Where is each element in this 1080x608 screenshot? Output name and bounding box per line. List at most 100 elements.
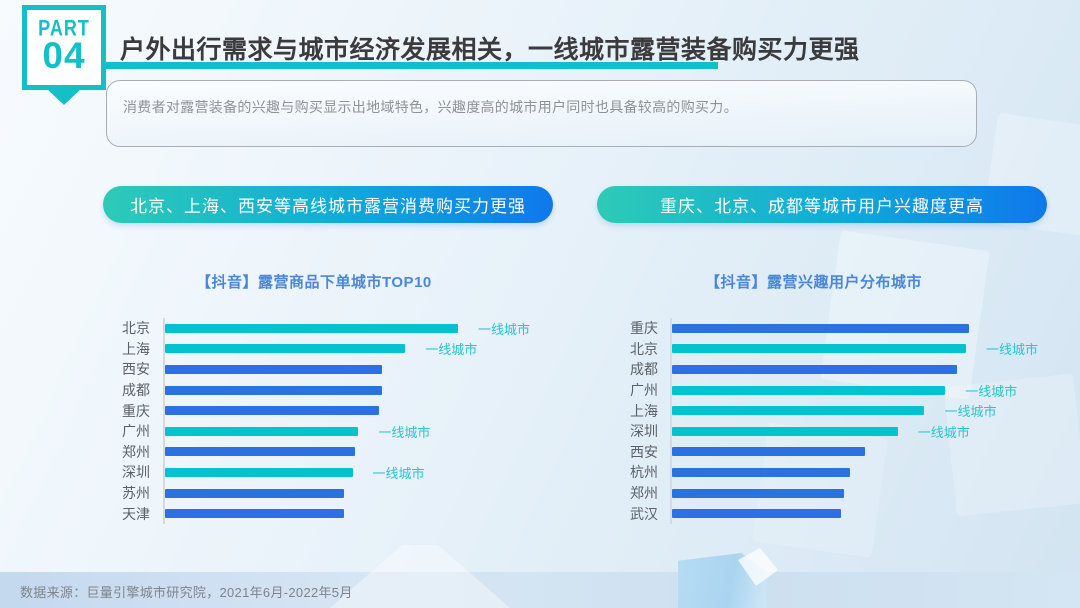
chart-row: 成都 — [120, 379, 580, 401]
bar-track — [670, 462, 1080, 483]
chart-row: 苏州 — [120, 482, 580, 504]
city-label: 深圳 — [122, 464, 150, 481]
city-label: 广州 — [122, 423, 150, 440]
chart-row: 广州 一线城市 — [628, 379, 1080, 401]
bar — [165, 406, 379, 416]
chart-row: 深圳 一线城市 — [120, 462, 580, 483]
bar — [165, 364, 382, 374]
tier1-annotation: 一线城市 — [986, 342, 1039, 358]
bar-track — [163, 482, 580, 504]
chart-row: 上海 一线城市 — [120, 338, 580, 360]
cube-facet-decoration — [738, 548, 778, 586]
city-label: 郑州 — [122, 443, 150, 460]
city-label: 北京 — [122, 320, 150, 337]
tier1-annotation: 一线城市 — [378, 424, 431, 440]
chart-row: 天津 — [120, 503, 580, 524]
bar-track — [670, 359, 1080, 380]
bar-track — [163, 359, 580, 380]
banner-interest-level: 重庆、北京、成都等城市用户兴趣度更高 — [597, 186, 1047, 223]
city-label: 成都 — [630, 361, 658, 378]
city-label: 天津 — [122, 505, 150, 522]
bar-track: 一线城市 — [670, 379, 1080, 401]
bar-track — [163, 400, 580, 421]
bar — [672, 426, 898, 436]
city-label: 北京 — [630, 340, 658, 357]
bar-track: 一线城市 — [670, 420, 1080, 442]
city-label: 重庆 — [630, 320, 658, 337]
chart-row: 北京 一线城市 — [628, 338, 1080, 360]
city-label: 深圳 — [630, 423, 658, 440]
chart-row: 杭州 — [628, 462, 1080, 483]
city-label: 苏州 — [122, 485, 150, 502]
chart-row: 上海 一线城市 — [628, 400, 1080, 421]
tier1-annotation: 一线城市 — [917, 424, 970, 440]
data-source-note: 数据来源：巨量引擎城市研究院，2021年6月-2022年5月 — [20, 585, 353, 600]
chart-row: 深圳 一线城市 — [628, 420, 1080, 442]
bar — [165, 488, 344, 498]
city-label: 杭州 — [630, 464, 658, 481]
chart-title: 【抖音】露营兴趣用户分布城市 — [705, 274, 923, 291]
city-label: 郑州 — [630, 485, 658, 502]
city-label: 武汉 — [630, 505, 658, 522]
bar-track — [163, 379, 580, 401]
part-badge-number: 04 — [42, 35, 86, 77]
chart-row: 重庆 — [628, 318, 1080, 339]
bar-track: 一线城市 — [163, 338, 580, 360]
chart-row: 成都 — [628, 359, 1080, 380]
chart-row: 西安 — [628, 441, 1080, 463]
chart-row: 广州 一线城市 — [120, 420, 580, 442]
bar — [672, 467, 851, 477]
bar — [165, 467, 353, 477]
chart-row: 西安 — [120, 359, 580, 380]
bar — [672, 323, 969, 333]
tier1-annotation: 一线城市 — [372, 465, 425, 481]
chart-row: 郑州 — [628, 482, 1080, 504]
page-title: 户外出行需求与城市经济发展相关，一线城市露营装备购买力更强 — [120, 36, 860, 64]
bar — [672, 406, 925, 416]
bar — [672, 447, 866, 457]
tier1-annotation: 一线城市 — [478, 321, 531, 337]
chart-rows: 重庆 北京 一线城市 成都 广州 一线城市 上海 一线城市 深圳 一线城市 西安 杭州 郑州 武汉 — [628, 318, 1080, 524]
city-label: 西安 — [122, 361, 150, 378]
chevron-decoration — [330, 545, 510, 608]
city-label: 成都 — [122, 382, 150, 399]
bar — [165, 509, 344, 519]
tier1-annotation: 一线城市 — [425, 342, 478, 358]
bar-track — [670, 482, 1080, 504]
chart-row: 北京 一线城市 — [120, 318, 580, 339]
summary-box: 消费者对露营装备的兴趣与购买显示出地域特色，兴趣度高的城市用户同时也具备较高的购… — [106, 80, 977, 147]
chart-order-cities-top10: 【抖音】露营商品下单城市TOP10 北京 一线城市 上海 一线城市 西安 成都 重庆 广州 一线… — [120, 273, 580, 524]
bar-track — [670, 318, 1080, 339]
bar-track: 一线城市 — [163, 462, 580, 483]
part-badge: PART 04 — [22, 5, 106, 90]
bar — [672, 385, 946, 395]
bar — [672, 509, 842, 519]
bar — [165, 344, 406, 354]
cube-decoration — [678, 553, 766, 608]
banner-purchase-power: 北京、上海、西安等高线城市露营消费购买力更强 — [103, 186, 553, 223]
bar-track: 一线城市 — [163, 420, 580, 442]
bar-track: 一线城市 — [163, 318, 580, 339]
tier1-annotation: 一线城市 — [944, 404, 997, 420]
city-label: 广州 — [630, 382, 658, 399]
bar-track — [163, 441, 580, 463]
city-label: 西安 — [630, 443, 658, 460]
part-badge-pointer — [47, 89, 81, 105]
chart-row: 重庆 — [120, 400, 580, 421]
bar — [672, 364, 958, 374]
part-badge-label: PART — [38, 15, 90, 41]
city-label: 重庆 — [122, 402, 150, 419]
chart-rows: 北京 一线城市 上海 一线城市 西安 成都 重庆 广州 一线城市 郑州 深圳 一线城市 苏州 天津 — [120, 318, 580, 524]
bar-track — [670, 503, 1080, 524]
bar-track: 一线城市 — [670, 400, 1080, 421]
summary-text: 消费者对露营装备的兴趣与购买显示出地域特色，兴趣度高的城市用户同时也具备较高的购… — [123, 99, 738, 115]
bar-track: 一线城市 — [670, 338, 1080, 360]
chart-row: 武汉 — [628, 503, 1080, 524]
bar — [165, 447, 356, 457]
bar-track — [163, 503, 580, 524]
chart-interest-user-cities: 【抖音】露营兴趣用户分布城市 重庆 北京 一线城市 成都 广州 一线城市 上海 一线城市 深圳一… — [628, 273, 1080, 524]
chart-title: 【抖音】露营商品下单城市TOP10 — [196, 274, 432, 291]
tier1-annotation: 一线城市 — [965, 383, 1018, 399]
bar — [165, 323, 458, 333]
